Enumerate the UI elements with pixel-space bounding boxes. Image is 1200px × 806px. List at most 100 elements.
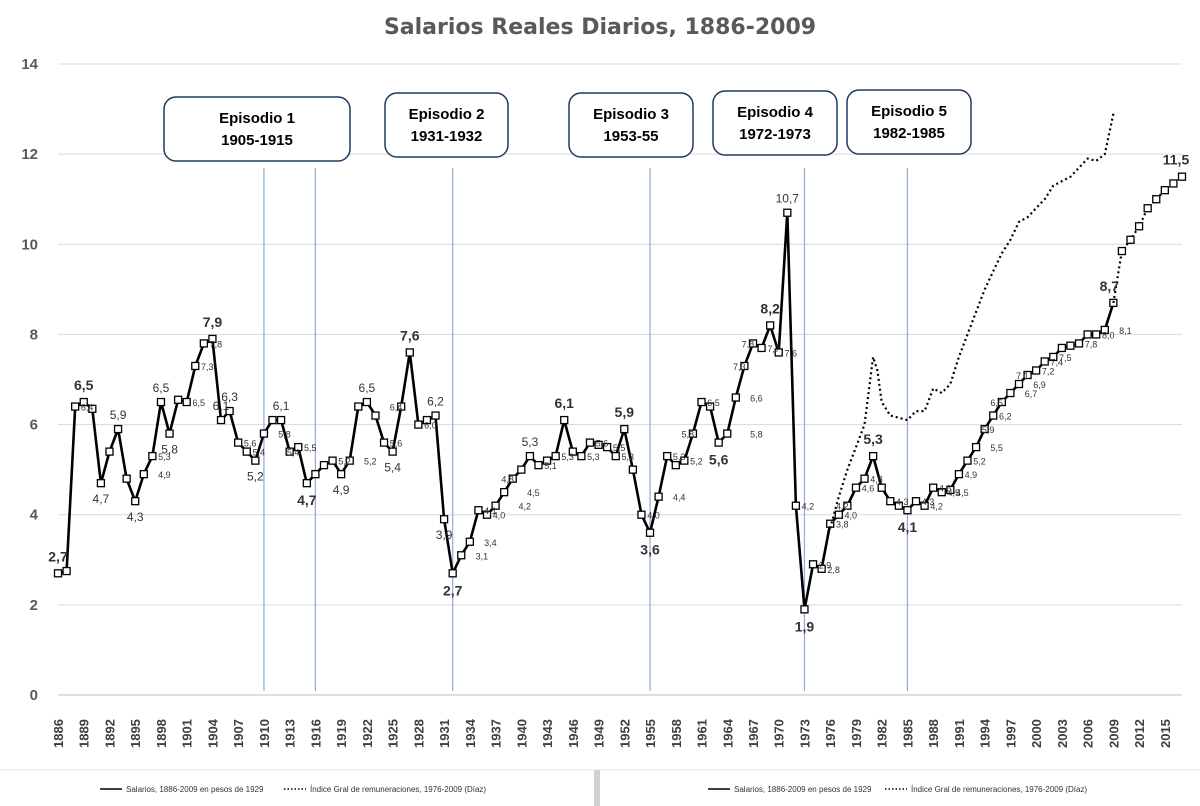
data-point-marker xyxy=(594,440,603,450)
data-label: 6,5 xyxy=(74,377,94,393)
data-point-marker xyxy=(1092,330,1101,339)
data-point-marker xyxy=(989,411,998,420)
data-point-marker xyxy=(791,501,801,510)
data-point-marker xyxy=(199,339,209,348)
x-tick-label: 1955 xyxy=(643,719,658,748)
data-label: 4,5 xyxy=(956,488,969,498)
data-label: 4,9 xyxy=(158,470,171,480)
y-tick-label: 10 xyxy=(21,236,38,253)
data-point-marker xyxy=(508,474,517,483)
data-point-marker xyxy=(800,605,809,614)
x-tick-label: 1928 xyxy=(411,719,426,748)
data-point-marker xyxy=(165,429,174,438)
data-point-marker xyxy=(1031,366,1041,375)
data-point-marker xyxy=(560,415,569,425)
x-tick-label: 1988 xyxy=(926,719,941,748)
x-tick-label: 1919 xyxy=(334,719,349,748)
data-point-marker xyxy=(886,497,895,506)
x-tick-label: 1958 xyxy=(669,719,684,748)
data-label: 5,9 xyxy=(615,404,635,420)
data-label: 7,8 xyxy=(210,339,223,349)
x-tick-label: 1925 xyxy=(386,719,401,748)
data-label: 7,7 xyxy=(767,344,780,354)
data-label: 4,2 xyxy=(802,502,815,512)
data-label: 7,8 xyxy=(742,339,755,349)
data-point-marker xyxy=(1057,343,1067,353)
data-label: 6,3 xyxy=(221,390,238,404)
data-label: 6,5 xyxy=(707,398,720,408)
data-label: 7,4 xyxy=(1050,357,1063,367)
data-point-marker xyxy=(946,485,955,495)
data-label: 4,7 xyxy=(297,492,317,508)
data-label: 5,2 xyxy=(364,457,377,467)
data-point-marker xyxy=(585,438,595,447)
x-tick-label: 1916 xyxy=(308,719,323,748)
data-label: 4,1 xyxy=(484,506,497,516)
data-label: 3,6 xyxy=(640,542,660,558)
data-label: 5,6 xyxy=(709,452,729,468)
data-point-marker xyxy=(740,361,749,371)
x-tick-label: 1979 xyxy=(849,719,864,748)
data-point-marker xyxy=(405,348,414,357)
data-point-marker xyxy=(371,411,380,420)
data-point-marker xyxy=(1040,357,1049,366)
data-label: 4,2 xyxy=(930,502,943,512)
data-point-marker xyxy=(851,483,861,492)
data-point-marker xyxy=(748,339,758,348)
data-point-marker xyxy=(963,456,972,465)
x-tick-label: 1907 xyxy=(231,719,246,748)
data-point-marker xyxy=(259,429,269,438)
episode-box xyxy=(163,96,351,162)
y-axis: 0 2 4 6 8 10 12 14 xyxy=(21,56,38,704)
data-point-marker xyxy=(620,424,629,434)
x-tick-label: 1949 xyxy=(592,719,607,748)
data-label: 6,1 xyxy=(554,395,574,411)
data-label: 6,9 xyxy=(1033,380,1046,390)
data-label: 4,1 xyxy=(898,519,918,535)
data-label: 4,3 xyxy=(896,497,909,507)
data-point-marker xyxy=(517,465,526,474)
data-labels: 2,7 6,4 6,5 4,7 5,9 4,3 4,9 5,3 6,5 5,8 6,5 7,3 7,8 7… xyxy=(48,152,1189,635)
data-point-marker xyxy=(182,397,191,407)
data-point-marker xyxy=(131,497,140,506)
data-point-marker xyxy=(311,469,320,479)
data-point-marker xyxy=(294,442,303,452)
x-tick-label: 2015 xyxy=(1158,719,1173,748)
data-label: 4,2 xyxy=(836,502,849,512)
data-point-marker xyxy=(96,479,106,488)
data-point-marker xyxy=(379,438,389,447)
data-point-marker xyxy=(234,438,243,447)
data-label: 5,5 xyxy=(304,443,317,453)
data-point-marker xyxy=(1134,222,1144,231)
x-tick-label: 1952 xyxy=(617,719,632,748)
data-point-marker xyxy=(663,451,672,461)
data-point-marker xyxy=(191,361,200,371)
x-tick-label: 1997 xyxy=(1003,719,1018,748)
data-point-marker xyxy=(929,483,938,492)
data-point-marker xyxy=(156,397,166,407)
data-point-marker xyxy=(783,208,792,217)
data-point-marker xyxy=(88,404,97,413)
data-label: 8,1 xyxy=(1119,326,1132,336)
data-label: 3,9 xyxy=(436,528,453,542)
data-point-marker xyxy=(422,415,432,425)
data-point-marker xyxy=(534,460,543,470)
data-label: 7,1 xyxy=(1016,371,1029,381)
x-tick-label: 1904 xyxy=(205,718,220,748)
data-point-marker xyxy=(1117,246,1127,256)
data-point-marker xyxy=(542,456,552,465)
data-label: 6,0 xyxy=(424,421,437,431)
data-label: 3,8 xyxy=(836,520,849,530)
episode-box xyxy=(568,92,694,158)
data-point-marker xyxy=(139,469,148,479)
data-label: 4,3 xyxy=(127,510,144,524)
data-point-marker xyxy=(903,506,912,515)
episode-box xyxy=(712,90,838,156)
data-label: 6,2 xyxy=(999,412,1012,422)
data-point-marker xyxy=(1169,179,1178,188)
data-point-marker xyxy=(148,451,157,461)
data-point-marker xyxy=(491,501,500,510)
data-point-marker xyxy=(766,321,775,330)
data-label: 7,5 xyxy=(1059,353,1072,363)
data-point-marker xyxy=(439,515,449,524)
